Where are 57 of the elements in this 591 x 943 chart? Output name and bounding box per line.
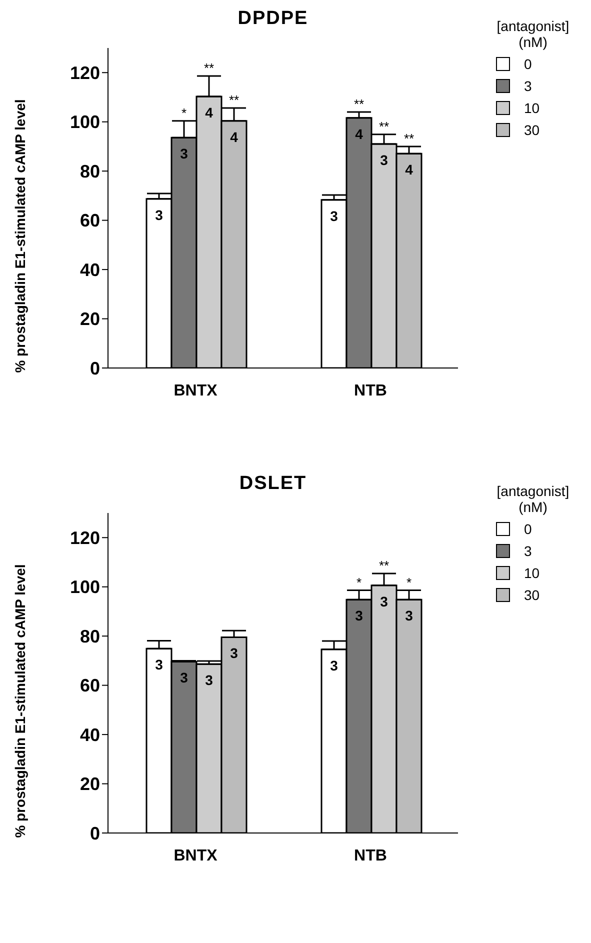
y-tick-label: 80 xyxy=(80,161,100,182)
y-tick-label: 20 xyxy=(80,774,100,794)
y-tick-label: 120 xyxy=(70,63,100,84)
y-tick-label: 40 xyxy=(80,260,100,280)
y-axis-title: % prostagladin E1-stimulated cAMP level xyxy=(12,99,28,373)
annotation: 3 xyxy=(155,206,164,223)
x-tick-label: NTB xyxy=(354,382,387,400)
annotation: 4 xyxy=(355,126,364,142)
annotation: ** xyxy=(228,92,240,108)
annotation: 3 xyxy=(155,656,164,673)
annotation: ** xyxy=(204,60,214,76)
x-tick-label: BNTX xyxy=(174,847,218,864)
annotation: 3 xyxy=(180,670,188,686)
y-tick-label: 100 xyxy=(70,112,100,132)
annotation: 3 xyxy=(405,608,414,624)
annotation: ** xyxy=(378,558,390,574)
chart-title: DPDPE xyxy=(236,8,310,30)
y-tick-label: 20 xyxy=(80,309,100,330)
annotation: * xyxy=(356,574,362,590)
annotation: ** xyxy=(354,96,364,112)
annotation: 3 xyxy=(180,146,188,162)
annotation: 3 xyxy=(330,657,338,674)
annotation: * xyxy=(406,574,412,590)
y-tick-label: 0 xyxy=(90,823,100,844)
y-tick-label: 60 xyxy=(80,210,100,231)
annotation: * xyxy=(181,105,187,120)
legend-label: 30 xyxy=(524,587,540,603)
y-tick-label: 0 xyxy=(90,358,100,378)
legend-label: 0 xyxy=(524,56,532,72)
legend-title: [antagonist] (nM) xyxy=(496,18,570,50)
legend-label: 0 xyxy=(524,521,532,537)
legend-label: 10 xyxy=(524,565,540,581)
annotation: 3 xyxy=(355,608,364,624)
annotation: 3 xyxy=(230,645,238,662)
y-tick-label: 120 xyxy=(70,528,100,548)
annotation: 3 xyxy=(380,593,388,610)
legend-label: 10 xyxy=(524,100,540,116)
annotation: 4 xyxy=(205,104,214,120)
y-axis-title: % prostagladin E1-stimulated cAMP level xyxy=(12,564,28,838)
annotation: 4 xyxy=(405,162,414,178)
legend-label: 30 xyxy=(524,122,540,138)
y-tick-label: 40 xyxy=(80,724,100,745)
annotation: 4 xyxy=(230,128,238,145)
annotation: 3 xyxy=(330,208,338,224)
annotation: 3 xyxy=(380,152,388,168)
y-tick-label: 100 xyxy=(70,577,100,598)
x-tick-label: NTB xyxy=(354,847,387,864)
legend-label: 3 xyxy=(524,543,532,559)
y-tick-label: 80 xyxy=(80,626,100,646)
y-tick-label: 60 xyxy=(80,676,100,696)
annotation: 3 xyxy=(205,672,214,688)
chart-title: DSLET xyxy=(238,473,308,495)
x-tick-label: BNTX xyxy=(174,382,218,400)
legend-label: 3 xyxy=(524,78,532,94)
legend-title: [antagonist] (nM) xyxy=(496,483,570,515)
annotation: ** xyxy=(378,118,390,134)
annotation: ** xyxy=(404,130,414,146)
